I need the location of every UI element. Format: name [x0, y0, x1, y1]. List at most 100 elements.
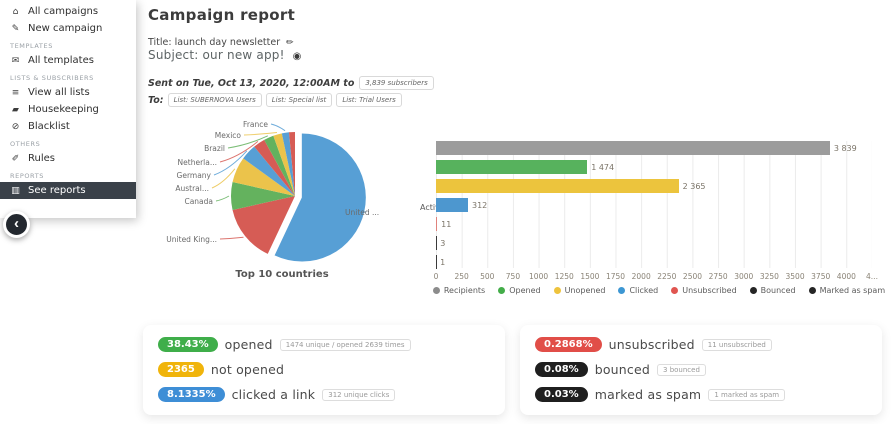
x-tick-label: 2000 — [631, 272, 651, 281]
pie-slice-label: Brazil — [204, 144, 225, 153]
bar-row-bounced: 3 — [436, 236, 872, 250]
pie-slice-other — [288, 132, 295, 196]
legend-dot — [618, 287, 626, 294]
x-tick-label: 4000 — [836, 272, 856, 281]
home-icon: ⌂ — [12, 6, 19, 17]
legend-dot — [808, 287, 816, 294]
bar-unopened — [436, 179, 679, 193]
pie-slice-label: Canada — [184, 197, 213, 206]
legend-item-bounced[interactable]: Bounced — [749, 286, 796, 295]
sent-on-text: Sent on Tue, Oct 13, 2020, 12:00AM to — [148, 77, 355, 89]
sidebar-item-label: See reports — [28, 185, 86, 196]
x-tick-label: 500 — [480, 272, 495, 281]
sidebar-item-see-reports[interactable]: ▥ See reports — [0, 182, 136, 199]
bounce-stats-card: 0.2868% unsubscribed 11 unsubscribed 0.08% b… — [520, 325, 882, 415]
stat-row-not-opened: 2365 not opened — [158, 357, 490, 382]
campaign-subject-line: Subject: our new app! ◉ — [148, 48, 302, 62]
bar-row-unopened: 2 365 — [436, 179, 872, 193]
campaign-title-line: Title: launch day newsletter ✏ — [148, 37, 294, 48]
legend-dot — [671, 287, 679, 294]
preview-eye-icon[interactable]: ◉ — [292, 51, 302, 62]
list-badge: List: Trial Users — [336, 93, 402, 107]
stat-detail-badge: 312 unique clicks — [322, 388, 396, 401]
pie-slice-netherla — [254, 139, 295, 196]
edit-title-icon[interactable]: ✏ — [286, 38, 294, 48]
sidebar-item-label: All templates — [28, 55, 94, 66]
bar-unsubscribed — [436, 217, 438, 231]
sidebar-item-view-all-lists[interactable]: ≡ View all lists — [0, 84, 136, 101]
stat-row-clicked-a-link: 8.1335% clicked a link 312 unique clicks — [158, 382, 490, 407]
stat-row-opened: 38.43% opened 1474 unique / opened 2639 ti… — [158, 332, 490, 357]
sidebar-nav: ⌂ All campaigns ✎ New campaign TEMPLATES ✉ All… — [0, 3, 136, 199]
activity-bar-chart: Activity 3 839 1 474 2 365 312 11 3 1 0 250 500 7… — [420, 132, 888, 304]
sidebar-item-all-templates[interactable]: ✉ All templates — [0, 52, 136, 69]
bar-value-label: 3 — [440, 238, 446, 248]
campaign-subject-text: Subject: our new app! — [148, 48, 285, 62]
bar-row-opened: 1 474 — [436, 160, 872, 174]
bounce-stats-rows: 0.2868% unsubscribed 11 unsubscribed 0.08% b… — [535, 332, 867, 407]
pie-slice-label: United ... — [345, 208, 379, 217]
sidebar-item-blacklist[interactable]: ⊘ Blacklist — [0, 118, 136, 135]
pie-slice-label: Germany — [177, 171, 212, 180]
pie-slice-france — [281, 132, 295, 196]
x-tick-label: 3750 — [811, 272, 831, 281]
list-icon: ≡ — [11, 87, 20, 98]
legend-item-unsubscribed[interactable]: Unsubscribed — [671, 286, 737, 295]
x-tick-label: 0 — [433, 272, 439, 281]
x-tick-label: 4... — [866, 272, 878, 281]
x-tick-label: 1500 — [580, 272, 600, 281]
sidebar-section-templates: TEMPLATES — [10, 42, 53, 50]
ban-icon: ⊘ — [11, 121, 20, 132]
legend-dot — [749, 287, 757, 294]
stat-detail-badge: 1474 unique / opened 2639 times — [279, 338, 411, 351]
to-line: To: List: SUBERNOVA Users List: Special l… — [148, 93, 402, 107]
pie-leader-line — [213, 150, 248, 176]
stat-detail-badge: 3 bounced — [657, 363, 706, 376]
legend-item-marked-as-spam[interactable]: Marked as spam — [808, 286, 885, 295]
legend-item-unopened[interactable]: Unopened — [553, 286, 605, 295]
eraser-icon: ▰ — [12, 104, 19, 115]
pie-leader-line — [227, 135, 269, 149]
x-tick-label: 750 — [505, 272, 521, 281]
bar-row-clicked: 312 — [436, 198, 872, 212]
bar-value-label: 2 365 — [682, 181, 706, 191]
legend-item-recipients[interactable]: Recipients — [432, 286, 486, 295]
legend-item-opened[interactable]: Opened — [498, 286, 541, 295]
x-tick-label: 2250 — [657, 272, 677, 281]
bar-chart-plot-area: 3 839 1 474 2 365 312 11 3 1 — [436, 141, 872, 269]
pie-slice-austral — [232, 158, 295, 196]
legend-label: Recipients — [443, 286, 486, 295]
top-countries-pie-chart: United ... United King... Canada Austral...… — [143, 118, 451, 284]
to-badges: List: SUBERNOVA Users List: Special list L… — [167, 93, 402, 107]
sidebar-item-all-campaigns[interactable]: ⌂ All campaigns — [0, 3, 136, 20]
pie-slice-label: United King... — [166, 235, 217, 244]
stat-row-unsubscribed: 0.2868% unsubscribed 11 unsubscribed — [535, 332, 867, 357]
legend-label: Clicked — [629, 286, 659, 295]
x-tick-label: 3000 — [734, 272, 754, 281]
x-tick-label: 1750 — [605, 272, 626, 281]
pie-leader-line — [219, 236, 244, 240]
wand-icon: ✐ — [11, 153, 20, 164]
legend-dot — [432, 287, 440, 294]
pie-leader-line — [219, 141, 259, 163]
collapse-sidebar-button[interactable]: ‹ — [3, 211, 30, 238]
to-label: To: — [148, 94, 164, 106]
sidebar-item-label: Housekeeping — [28, 104, 99, 115]
bar-value-label: 1 — [440, 257, 446, 267]
stat-detail-badge: 11 unsubscribed — [701, 338, 772, 351]
bar-clicked — [436, 198, 468, 212]
sidebar-item-rules[interactable]: ✐ Rules — [0, 150, 136, 167]
bar-row-unsubscribed: 11 — [436, 217, 872, 231]
bar-row-recipients: 3 839 — [436, 141, 872, 155]
sidebar-item-housekeeping[interactable]: ▰ Housekeeping — [0, 101, 136, 118]
x-tick-label: 3250 — [759, 272, 779, 281]
pie-slice-brazil — [264, 135, 295, 196]
legend-label: Opened — [509, 286, 541, 295]
legend-item-clicked[interactable]: Clicked — [618, 286, 658, 295]
x-tick-label: 1000 — [529, 272, 549, 281]
bar-opened — [436, 160, 588, 174]
pie-slice-canada — [231, 182, 295, 210]
open-stats-card: 38.43% opened 1474 unique / opened 2639 ti… — [143, 325, 505, 415]
sidebar-item-new-campaign[interactable]: ✎ New campaign — [0, 20, 136, 37]
sidebar-section-reports: REPORTS — [10, 172, 44, 180]
